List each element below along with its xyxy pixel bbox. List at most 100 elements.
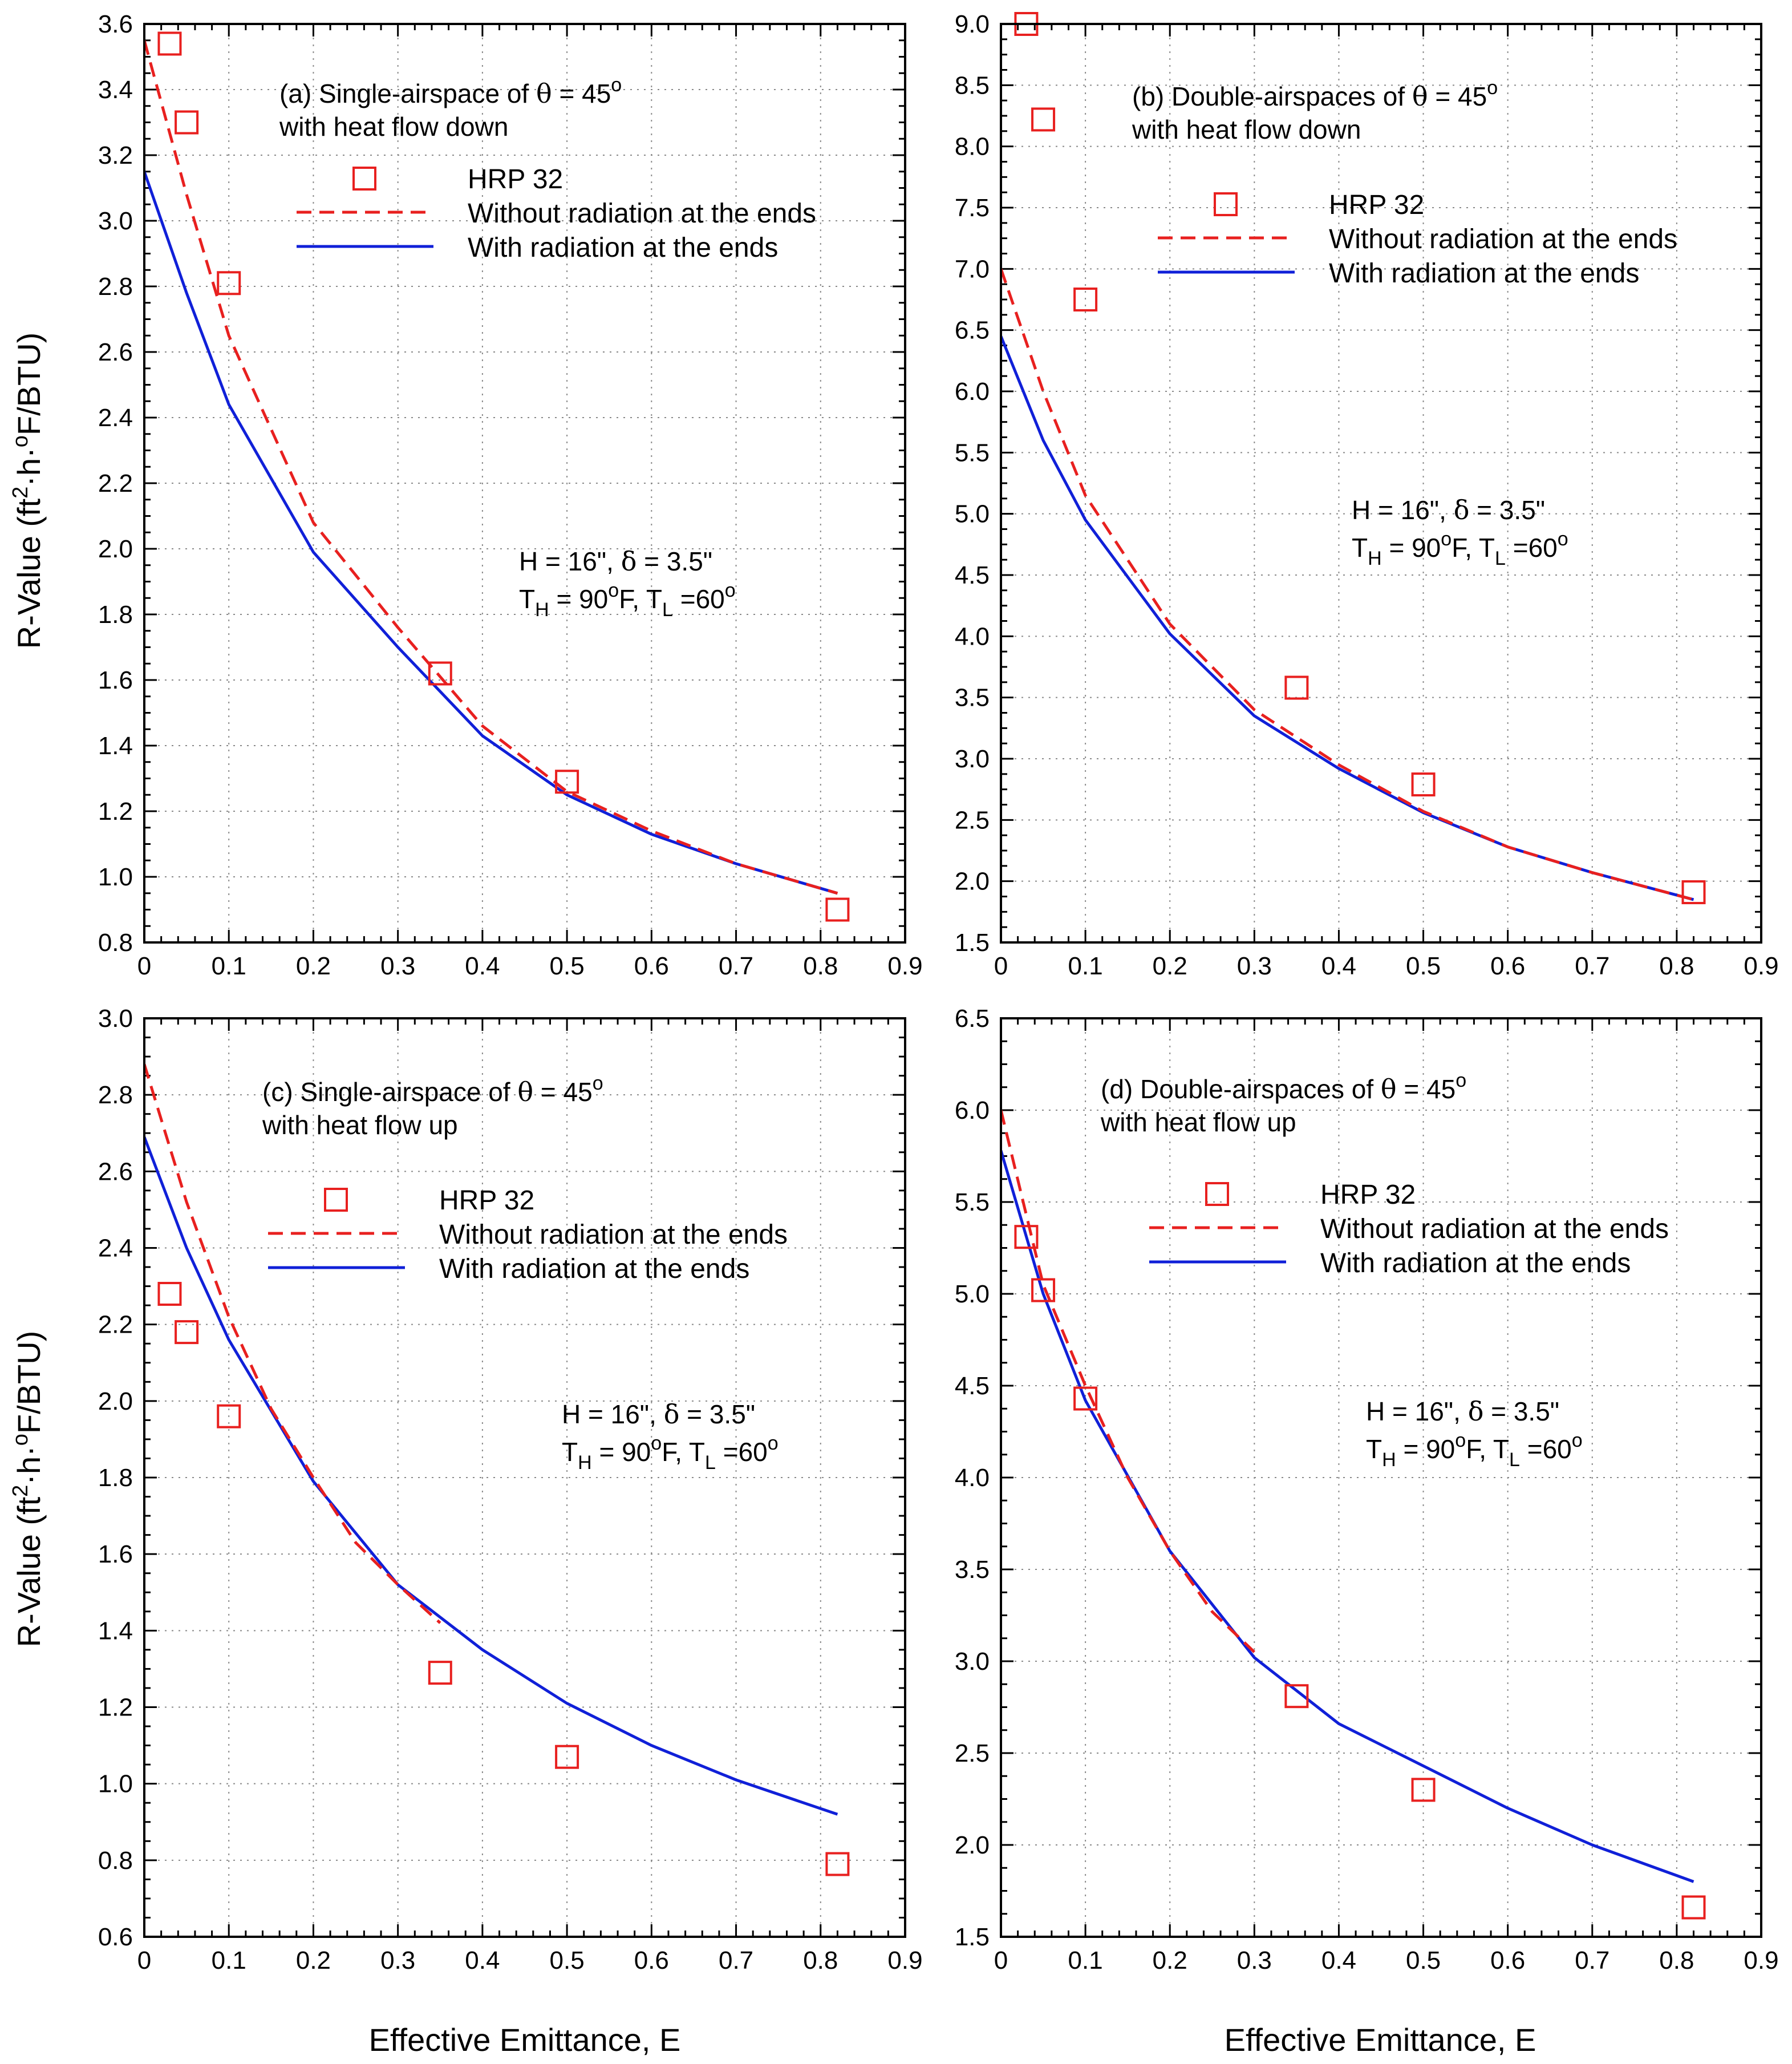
y-tick-label: 2.2 [98, 1311, 133, 1339]
series-line-without-radiation [144, 40, 838, 895]
legend-hrp32-label: HRP 32 [439, 1185, 534, 1216]
y-tick-label: 9.0 [955, 10, 990, 38]
legend-hrp32-label: HRP 32 [1329, 190, 1424, 220]
hrp32-point [1073, 288, 1098, 311]
legend-hrp32-marker [1214, 192, 1238, 216]
x-tick-label: 0.7 [719, 952, 753, 980]
panel-subtitle: with heat flow down [1132, 115, 1361, 144]
grid-lines [144, 24, 905, 942]
hrp32-point [1031, 107, 1056, 132]
hrp32-point [1681, 1895, 1706, 1920]
hrp32-point [217, 1404, 241, 1428]
y-tick-label: 3.0 [955, 1648, 990, 1676]
grid-lines [144, 1018, 905, 1937]
tick-marks [1000, 1017, 1762, 1938]
temperature-annotation: TH = 90oF, TL =60o [562, 1432, 779, 1474]
hrp32-point [825, 1852, 850, 1876]
legend-without-label: Without radiation at the ends [468, 199, 816, 229]
panel-title: (c) Single-airspace of θ = 45o [262, 1073, 603, 1107]
panel-title: (d) Double-airspaces of θ = 45o [1101, 1070, 1466, 1104]
y-tick-label: 4.0 [955, 622, 990, 650]
x-tick-label: 0.2 [1153, 952, 1187, 980]
plot-frame [1000, 23, 1762, 944]
x-axis-title-left: Effective Emittance, E [369, 2022, 681, 2058]
legend-without-label: Without radiation at the ends [1320, 1214, 1669, 1244]
hrp32-point [1411, 772, 1436, 797]
y-tick-label: 3.5 [955, 684, 990, 712]
x-tick-label: 0.4 [1321, 952, 1356, 980]
x-tick-label: 0.8 [803, 1946, 838, 1974]
y-tick-label: 6.0 [955, 1096, 990, 1124]
x-tick-label: 0.1 [1068, 1946, 1103, 1974]
x-tick-label: 0.5 [550, 1946, 585, 1974]
y-tick-label: 4.0 [955, 1464, 990, 1492]
legend-hrp32-marker [352, 167, 376, 191]
series-line-with-radiation [1001, 335, 1694, 901]
y-tick-label: 6.0 [955, 378, 990, 406]
chart-panel-d: 0 0.1 0.2 0.3 0.4 0.5 0.6 0.7 0.8 0.9 1.5 2.0 2.5 3.0… [955, 1005, 1779, 1974]
legend: HRP 32 Without radiation at the ends With … [268, 1185, 788, 1284]
hrp32-point [1284, 675, 1309, 700]
y-tick-label: 3.0 [98, 1005, 133, 1033]
legend-with-label: With radiation at the ends [1329, 258, 1639, 289]
panel-title: (a) Single-airspace of θ = 45o [279, 74, 622, 109]
y-tick-label: 2.0 [98, 535, 133, 563]
hrp32-markers [1014, 1225, 1706, 1920]
x-tick-label: 0.4 [465, 952, 500, 980]
y-tick-label: 6.5 [955, 317, 990, 345]
legend: HRP 32 Without radiation at the ends With … [1149, 1180, 1669, 1278]
y-tick-label: 5.0 [955, 500, 990, 528]
x-tick-label: 0 [137, 1946, 151, 1974]
legend-without-label: Without radiation at the ends [439, 1220, 788, 1250]
hrp32-point [825, 897, 850, 922]
x-tick-label: 0.5 [550, 952, 585, 980]
chart-panel-a: 0 0.1 0.2 0.3 0.4 0.5 0.6 0.7 0.8 0.9 0.8 1.0 1.2 1.4… [98, 10, 923, 980]
series-line-with-radiation [144, 1136, 838, 1816]
hrp32-markers [157, 1282, 850, 1876]
legend-with-label: With radiation at the ends [439, 1254, 749, 1284]
series-line-without-radiation [1001, 268, 1694, 901]
series-group [1001, 1110, 1694, 1883]
x-tick-label: 0.5 [1406, 1946, 1441, 1974]
series-line-without-radiation [1001, 1110, 1256, 1653]
legend: HRP 32 Without radiation at the ends With … [297, 164, 816, 263]
y-tick-label: 1.5 [955, 1923, 990, 1951]
y-tick-label: 8.5 [955, 71, 990, 99]
y-tick-label: 3.4 [98, 76, 133, 104]
legend-without-label: Without radiation at the ends [1329, 224, 1677, 254]
x-tick-label: 0.9 [887, 1946, 922, 1974]
y-tick-label: 1.6 [98, 1540, 133, 1568]
x-tick-label: 0.2 [296, 1946, 331, 1974]
hrp32-point [1411, 1778, 1436, 1802]
y-tick-label: 1.8 [98, 1464, 133, 1492]
hrp32-point [217, 271, 241, 296]
y-tick-label: 2.6 [98, 338, 133, 366]
panel-title: (b) Double-airspaces of θ = 45o [1132, 77, 1498, 112]
y-tick-label: 2.0 [955, 1831, 990, 1859]
tick-marks [143, 23, 906, 944]
y-tick-label: 1.5 [955, 929, 990, 957]
hrp32-markers [157, 31, 850, 922]
temperature-annotation: TH = 90oF, TL =60o [519, 580, 736, 621]
panel-subtitle: with heat flow up [1100, 1107, 1296, 1137]
hrp32-point [157, 31, 182, 56]
hrp32-point [1073, 1386, 1098, 1411]
y-tick-label: 2.8 [98, 1081, 133, 1109]
hrp32-point [1031, 1278, 1056, 1302]
y-tick-label: 2.8 [98, 273, 133, 301]
y-tick-label: 7.5 [955, 194, 990, 222]
params-annotation: H = 16", δ = 3.5" [519, 546, 712, 577]
y-tick-label: 1.2 [98, 1694, 133, 1722]
y-tick-label: 0.8 [98, 1847, 133, 1875]
x-tick-label: 0 [994, 952, 1008, 980]
y-tick-label: 5.5 [955, 439, 990, 467]
x-tick-label: 0.7 [719, 1946, 753, 1974]
y-tick-label: 4.5 [955, 1372, 990, 1400]
y-tick-label: 1.4 [98, 732, 133, 760]
hrp32-point [157, 1282, 182, 1306]
params-annotation: H = 16", δ = 3.5" [562, 1399, 755, 1430]
x-tick-label: 0.2 [296, 952, 331, 980]
y-tick-label: 0.6 [98, 1923, 133, 1951]
y-tick-label: 2.5 [955, 1739, 990, 1767]
x-tick-label: 0.1 [1068, 952, 1103, 980]
